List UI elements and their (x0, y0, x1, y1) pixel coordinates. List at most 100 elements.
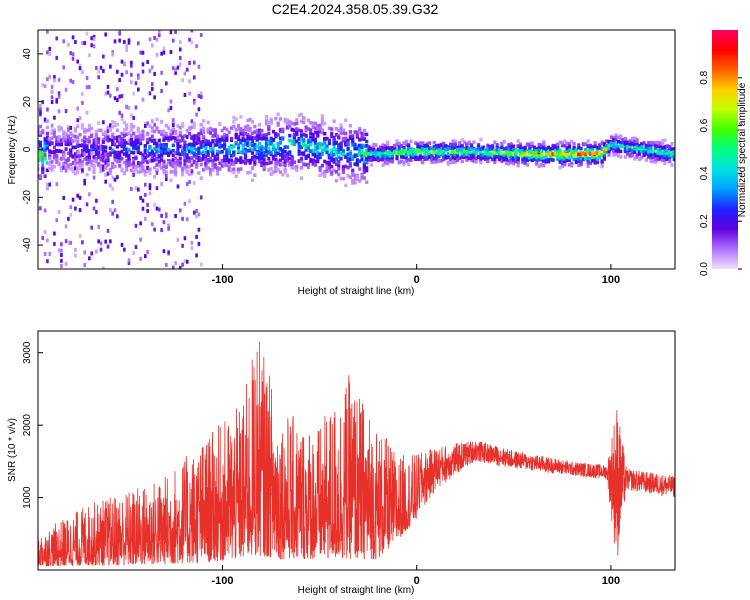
spectrogram-cell (637, 147, 641, 151)
spectrogram-cell (164, 133, 168, 138)
spectrogram-cell (48, 137, 52, 141)
spectrogram-cell (607, 153, 611, 157)
spectrogram-cell (633, 136, 637, 141)
spectrogram-cell (330, 131, 334, 136)
spectrogram-cell (115, 128, 119, 133)
spectrogram-cell (118, 150, 122, 155)
spectrogram-cell (600, 162, 604, 167)
spectrogram-cell (90, 151, 94, 156)
spectrogram-cell (330, 153, 334, 157)
spectrogram-cell (537, 142, 541, 147)
spectrogram-cell (367, 146, 371, 150)
spectrogram-cell (654, 152, 658, 157)
spectrogram-cell (197, 132, 201, 136)
spectrogram-cell (535, 155, 539, 160)
spectrogram-cell (248, 136, 252, 141)
spectrogram-cell (442, 152, 446, 156)
spectrogram-cell (118, 110, 121, 115)
spectrogram-cell (588, 148, 593, 153)
spectrogram-cell (285, 152, 290, 156)
spectrogram-cell (48, 142, 52, 147)
spectrogram-cell (556, 155, 560, 159)
spectrogram-cell (483, 147, 488, 152)
spectrogram-cell (274, 157, 278, 162)
spectrogram-cell (148, 145, 152, 149)
spectrogram-cell (108, 151, 112, 155)
spectrogram-cell (141, 50, 145, 55)
spectrogram-cell (120, 137, 124, 141)
spectrogram-cell (362, 144, 366, 148)
spectrogram-cell (404, 149, 408, 154)
spectrogram-cell (437, 151, 441, 156)
spectrogram-cell (362, 158, 366, 163)
spectrogram-cell (267, 150, 271, 155)
spectrogram-cell (423, 143, 427, 148)
spectrogram-cell (572, 142, 576, 146)
spectrogram-cell (486, 151, 490, 156)
spectrogram-cell (76, 155, 80, 160)
spectrogram-cell (614, 152, 618, 157)
spectrogram-cell (635, 144, 639, 149)
spectrogram-cell (43, 137, 47, 141)
spectrogram-cell (225, 156, 229, 161)
spectrogram-cell (181, 78, 184, 83)
spectrogram-cell (92, 37, 96, 42)
spectrogram-cell (132, 161, 135, 166)
spectrogram-cell (169, 169, 173, 174)
spectrogram-cell (283, 149, 287, 154)
spectrogram-cell (432, 147, 436, 151)
spectrogram-cell (351, 134, 355, 138)
spectrogram-cell (325, 161, 329, 166)
spectrogram-cell (204, 158, 208, 163)
spectrogram-cell (539, 145, 544, 150)
spectrogram-cell (227, 164, 231, 169)
spectrogram-cell (400, 151, 404, 156)
spectrogram-cell (250, 120, 255, 124)
spectrogram-cell (69, 212, 73, 217)
spectrogram-cell (213, 143, 217, 147)
spectrogram-cell (313, 130, 318, 135)
spectrogram-cell (169, 178, 173, 183)
spectrogram-cell (125, 164, 129, 169)
spectrogram-cell (262, 150, 266, 155)
spectrogram-cell (355, 153, 359, 158)
spectrogram-cell (376, 158, 380, 163)
spectrogram-cell (241, 143, 245, 148)
spectrogram-cell (208, 172, 213, 177)
spectrogram-cell (281, 148, 285, 153)
spectrogram-cell (558, 140, 562, 145)
spectrogram-cell (316, 145, 320, 150)
spectrogram-cell (46, 77, 49, 82)
spectrogram-cell (656, 148, 660, 152)
spectrogram-cell (197, 138, 201, 142)
spectrogram-cell (448, 149, 453, 154)
spectrogram-cell (432, 156, 436, 161)
spectrogram-cell (276, 151, 280, 156)
spectrogram-cell (560, 155, 565, 159)
spectrogram-cell (334, 140, 339, 145)
spectrogram-cell (80, 123, 84, 127)
spectrogram-cell (125, 151, 129, 156)
spectrogram-cell (516, 156, 520, 161)
spectrogram-cell (102, 68, 105, 73)
spectrogram-cell (358, 130, 362, 134)
spectrogram-cell (218, 121, 222, 126)
spectrogram-cell (567, 158, 572, 162)
spectrogram-cell (309, 135, 313, 140)
spectrogram-cell (146, 154, 150, 158)
spectrogram-cell (106, 135, 110, 140)
spectrogram-cell (250, 147, 255, 152)
spectrogram-cell (106, 129, 110, 134)
spectrogram-cell (250, 155, 255, 160)
spectrogram-cell (39, 103, 42, 108)
spectrogram-cell (595, 160, 600, 165)
spectrogram-cell (174, 151, 177, 156)
spectrogram-cell (48, 74, 52, 79)
spectrogram-cell (313, 147, 318, 152)
spectrogram-cell (155, 141, 159, 146)
spectrogram-cell (502, 140, 506, 144)
spectrogram-cell (199, 195, 203, 200)
spectrogram-cell (260, 133, 264, 138)
spectrogram-cell (45, 168, 50, 173)
spectrogram-cell (295, 139, 299, 144)
